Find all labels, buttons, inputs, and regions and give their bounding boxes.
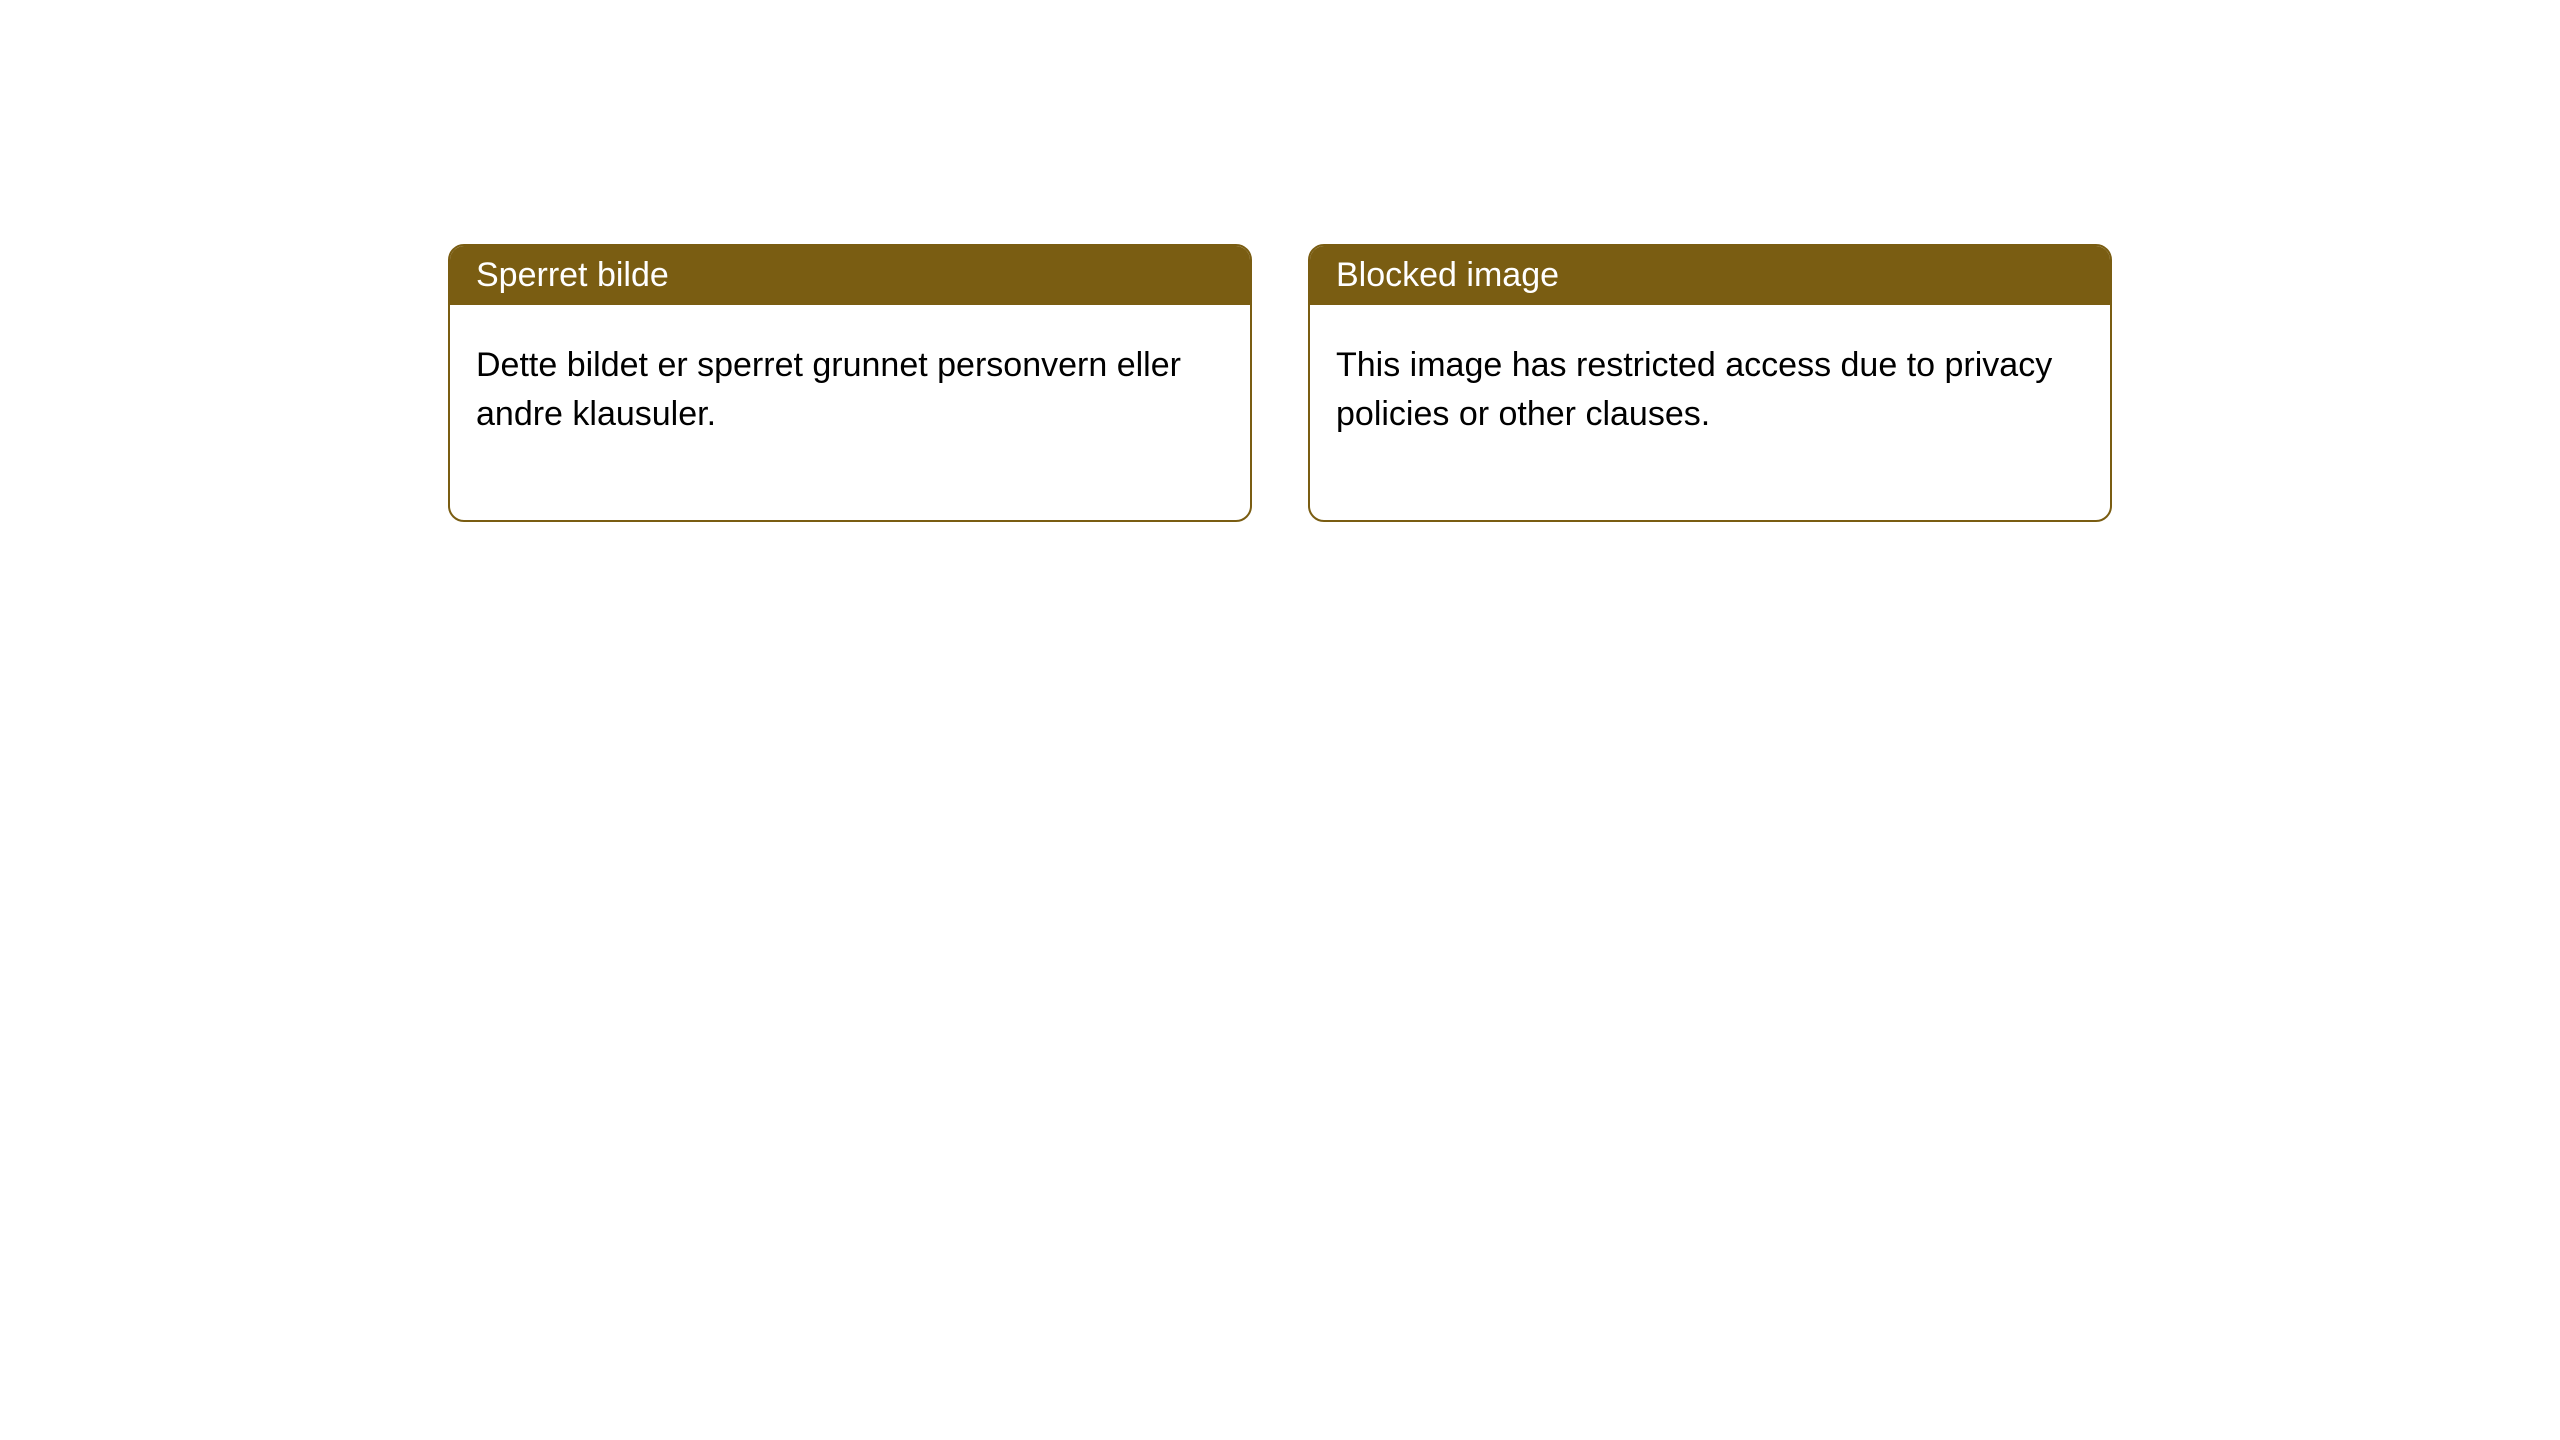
notice-card-title: Blocked image — [1310, 246, 2110, 305]
notice-card-norwegian: Sperret bilde Dette bildet er sperret gr… — [448, 244, 1252, 522]
notice-card-body: This image has restricted access due to … — [1310, 305, 2110, 520]
notice-container: Sperret bilde Dette bildet er sperret gr… — [0, 0, 2560, 522]
notice-card-english: Blocked image This image has restricted … — [1308, 244, 2112, 522]
notice-card-title: Sperret bilde — [450, 246, 1250, 305]
notice-card-body: Dette bildet er sperret grunnet personve… — [450, 305, 1250, 520]
